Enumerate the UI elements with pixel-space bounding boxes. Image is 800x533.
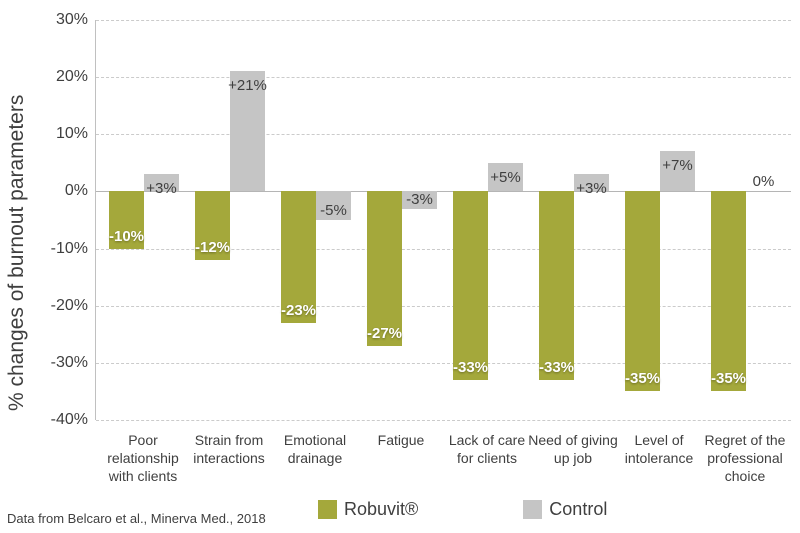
bar-group-4: -27% -3% (367, 20, 437, 420)
bar-label-control-4: -3% (406, 190, 433, 208)
bar-robuvit-2: -12% (195, 191, 230, 260)
bar-control-1: +3% (144, 174, 179, 197)
legend-label-robuvit: Robuvit® (344, 499, 419, 519)
bar-label-control-1: +3% (146, 180, 177, 198)
bar-robuvit-5: -33% (453, 191, 488, 380)
legend-item-robuvit: Robuvit® (318, 499, 418, 520)
y-tick-label-20: 20% (55, 68, 88, 86)
category-label-2: Strain from interactions (193, 432, 265, 466)
category-label-1: Poor relationship with clients (107, 432, 179, 484)
legend-item-control: Control (523, 499, 607, 520)
bar-label-control-2: +21% (228, 77, 267, 95)
bar-control-3: -5% (316, 191, 351, 220)
gridline--10 (96, 248, 791, 250)
y-tick-label--30: -30% (50, 353, 88, 371)
bar-label-control-6: +3% (576, 180, 607, 198)
bar-control-6: +3% (574, 174, 609, 197)
category-label-4: Fatigue (377, 432, 425, 448)
category-label-5: Lack of care for clients (448, 432, 526, 466)
bar-robuvit-4: -27% (366, 191, 403, 346)
x-axis-category-labels: Poor relationship with clients Strain fro… (95, 431, 790, 491)
gridline--40 (96, 420, 791, 421)
bar-label-robuvit-6: -33% (538, 358, 575, 376)
bar-label-control-7: +7% (662, 157, 693, 175)
category-label-3: Emotional drainage (283, 432, 347, 466)
bar-group-8: -35% 0% (711, 20, 781, 420)
bar-label-robuvit-2: -12% (194, 238, 231, 256)
bar-group-5: -33% +5% (453, 20, 523, 420)
bar-group-6: -33% +3% (539, 20, 609, 420)
y-tick-label--10: -10% (50, 239, 88, 257)
bar-group-3: -23% -5% (281, 20, 351, 420)
zero-baseline (96, 191, 791, 193)
bar-control-2: +21% (228, 71, 267, 192)
robuvit-color-swatch (318, 500, 337, 519)
bar-label-robuvit-5: -33% (452, 358, 489, 376)
bar-robuvit-8: -35% (710, 191, 747, 392)
gridline--30 (96, 362, 791, 364)
control-color-swatch (523, 500, 543, 519)
legend-label-control: Control (549, 499, 608, 519)
y-tick-label--40: -40% (50, 411, 88, 428)
bar-label-control-5: +5% (490, 168, 521, 186)
bar-group-1: -10% +3% (109, 20, 179, 420)
y-tick-label--20: -20% (50, 296, 88, 314)
bar-label-robuvit-8: -35% (710, 370, 747, 388)
gridline-30 (96, 20, 791, 21)
gridline--20 (96, 305, 791, 307)
bar-label-robuvit-3: -23% (280, 301, 317, 319)
category-label-8: Regret of the professional choice (704, 432, 786, 484)
legend: Robuvit® Control (318, 499, 607, 520)
gridline-20 (96, 77, 791, 79)
bar-robuvit-1: -10% (108, 191, 145, 249)
bar-label-control-8: 0% (752, 173, 775, 191)
y-axis-tick-labels: 30% 20% 10% 0% -10% -20% -30% -40% (0, 11, 88, 428)
bar-control-7: +7% (660, 151, 695, 192)
bar-label-robuvit-4: -27% (366, 324, 403, 342)
category-label-6: Need of giving up job (528, 432, 618, 466)
bar-control-5: +5% (488, 162, 523, 192)
y-tick-label-30: 30% (55, 11, 88, 28)
bar-label-robuvit-7: -35% (624, 370, 661, 388)
y-tick-label-0: 0% (64, 182, 88, 200)
bar-label-robuvit-1: -10% (108, 227, 145, 245)
bar-robuvit-6: -33% (539, 191, 574, 380)
bar-robuvit-3: -23% (280, 191, 317, 323)
gridline-10 (96, 134, 791, 136)
plot-area: -10% +3% -12% +21% -23% -5% -27% -3% -33% +5% -33%… (95, 20, 791, 421)
category-label-7: Level of intolerance (624, 432, 694, 466)
y-tick-label-10: 10% (55, 125, 88, 143)
bar-control-4: -3% (402, 190, 437, 209)
bar-group-2: -12% +21% (195, 20, 267, 420)
source-note: Data from Belcaro et al., Minerva Med., … (7, 511, 266, 526)
bar-label-control-3: -5% (320, 201, 347, 219)
bar-robuvit-7: -35% (624, 191, 661, 392)
bar-group-7: -35% +7% (625, 20, 695, 420)
